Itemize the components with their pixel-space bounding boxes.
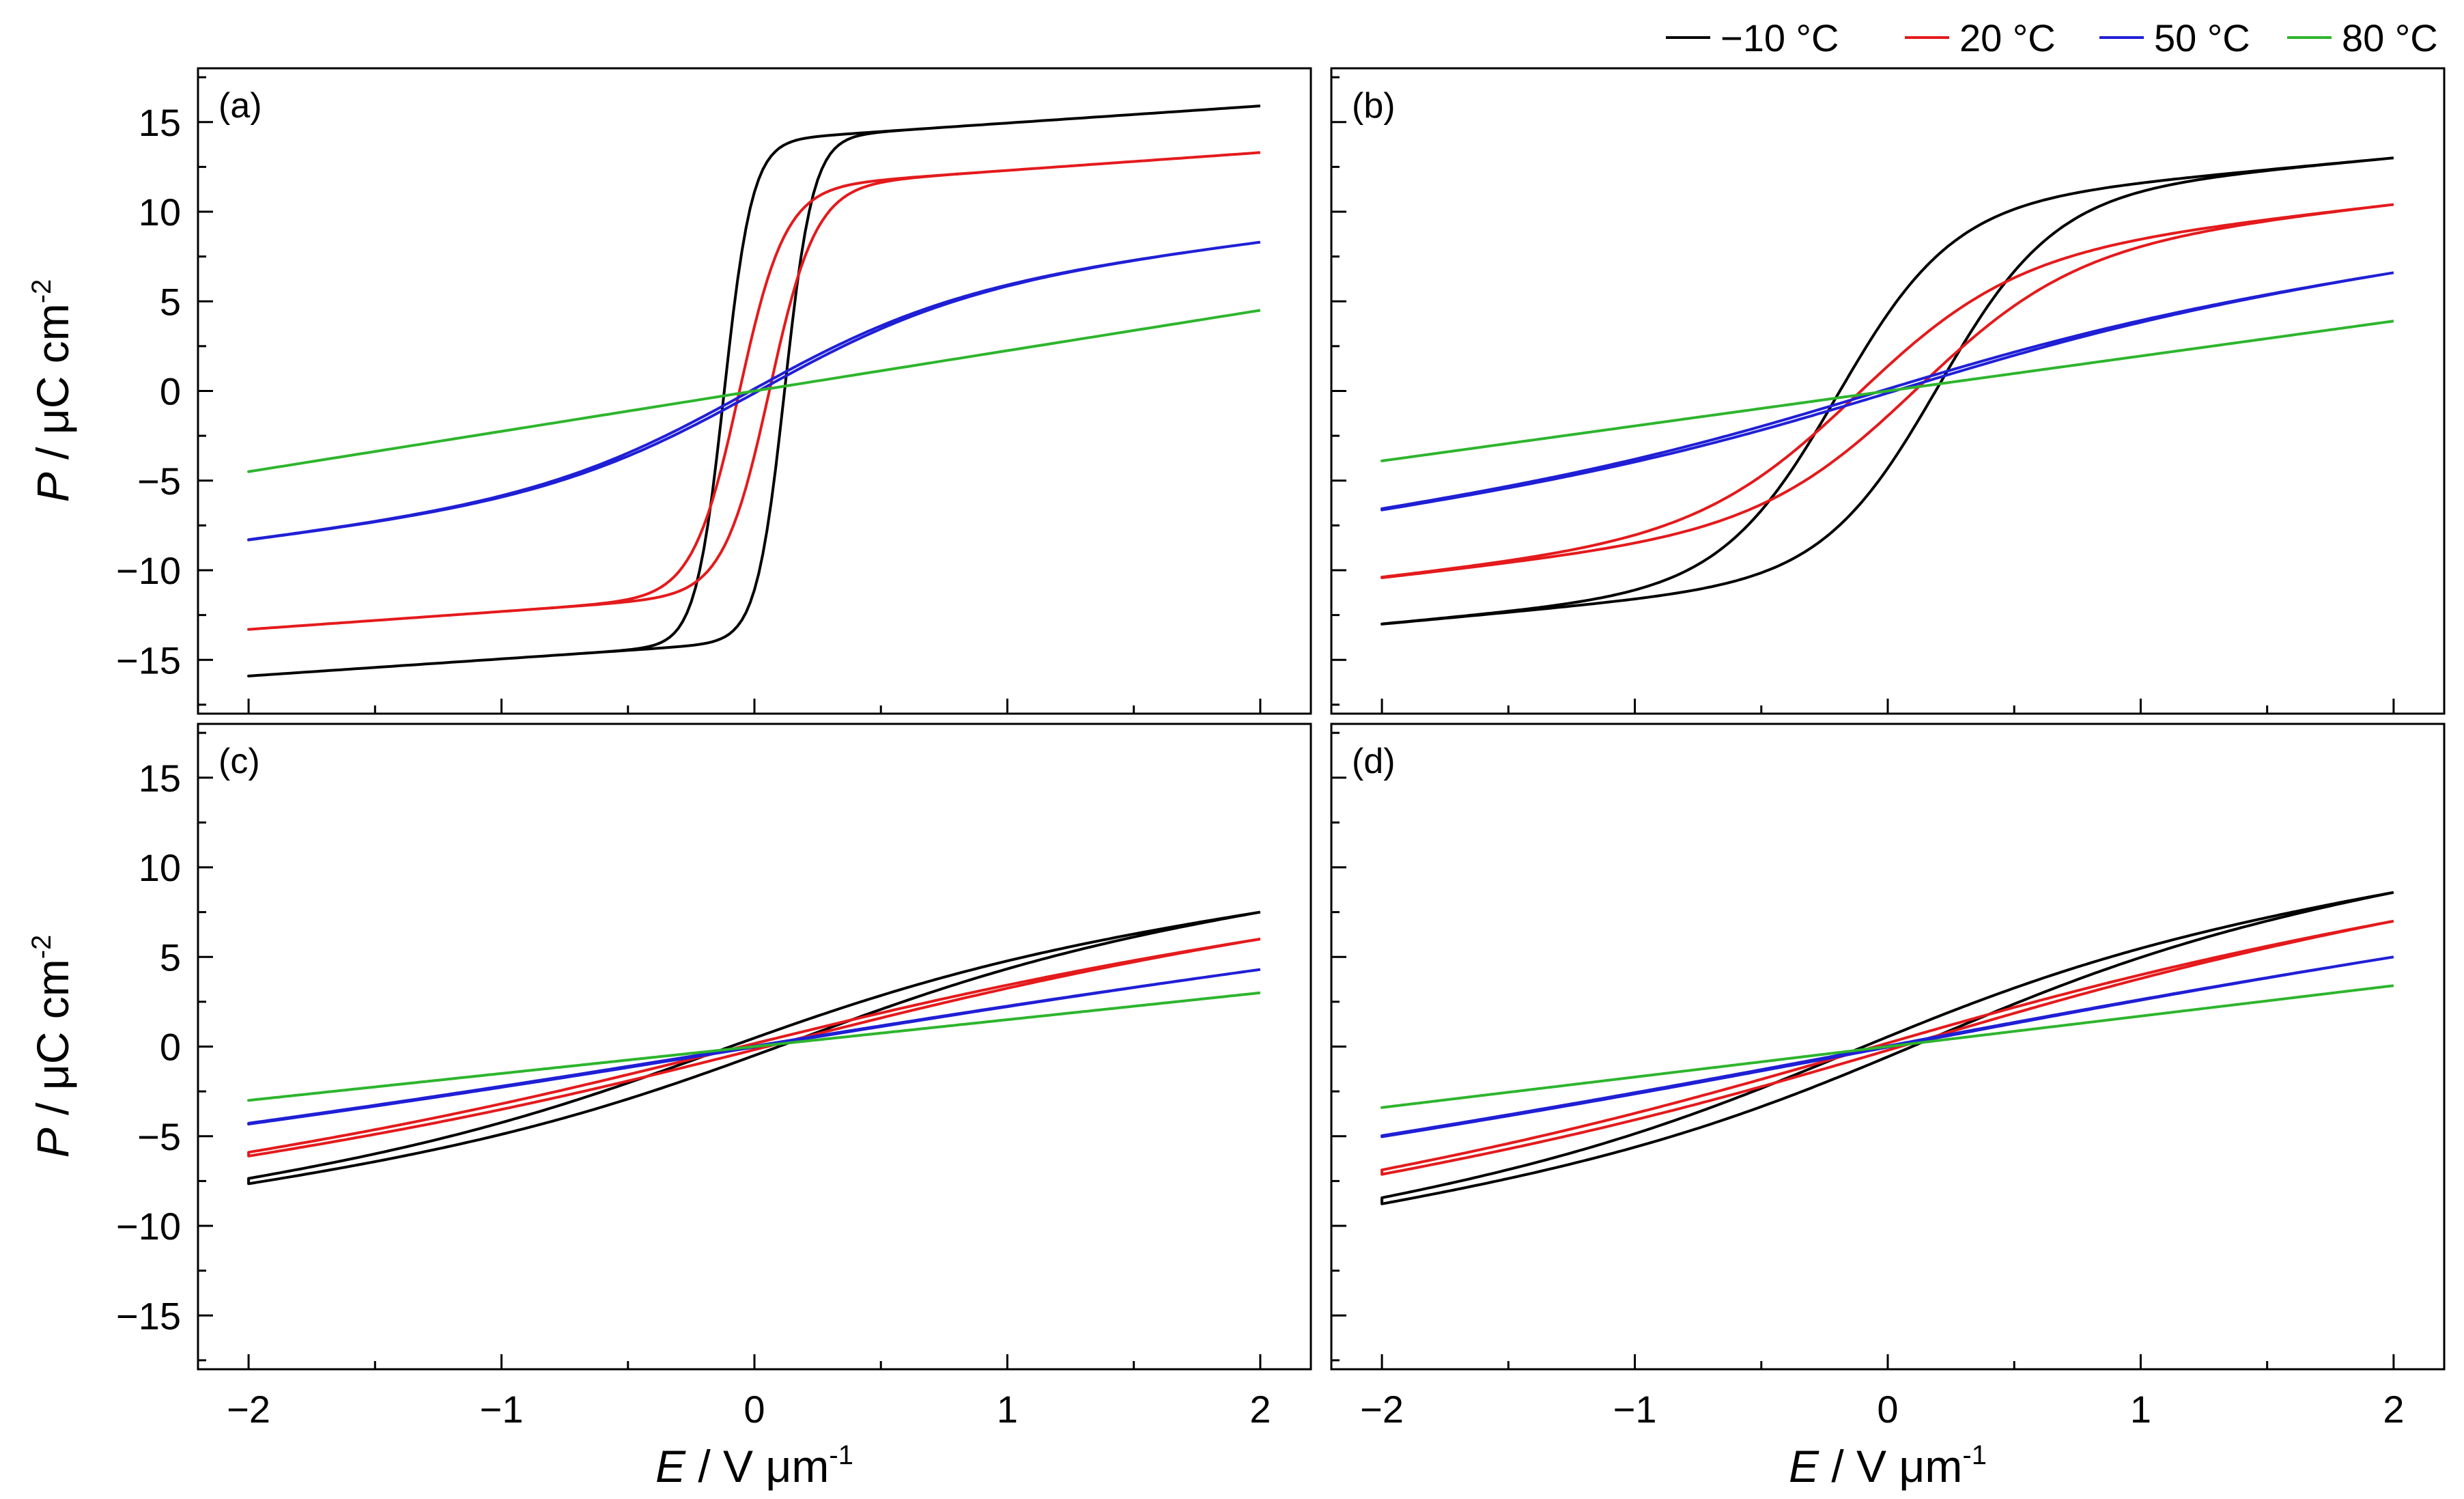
loop-10C (247, 104, 1261, 677)
loop-20C (1380, 203, 2394, 579)
x-axis-title-left: E / V μm-1 (655, 1440, 853, 1491)
panel-d: −2 −1 0 1 2 (d) (1330, 723, 2446, 1431)
panel-label: (d) (1352, 742, 1396, 781)
panel-a: −15 −10 −5 0 5 10 15 (a) (116, 67, 1312, 715)
y-tick-label: −5 (137, 460, 181, 503)
x-tick-label: −1 (1613, 1388, 1657, 1431)
loop-50C (247, 968, 1261, 1125)
x-tick-label: 0 (1877, 1388, 1898, 1431)
y-tick-label: 5 (160, 280, 181, 323)
loop-50C (1380, 271, 2394, 512)
y-tick-label: 15 (139, 757, 181, 800)
y-axis-title-top: P / μC cm-2 (27, 279, 78, 503)
y-tick-label: 10 (139, 846, 181, 889)
loop-80C (247, 991, 1261, 1102)
x-tick-label: −2 (1360, 1388, 1404, 1431)
x-tick-label: 2 (2383, 1388, 2404, 1431)
loop-80C (1380, 320, 2394, 462)
x-tick-label: −2 (227, 1388, 270, 1431)
legend: −10 °C 20 °C 50 °C 80 °C (1666, 16, 2438, 59)
panel-label: (c) (218, 742, 260, 781)
loop-20C (247, 938, 1261, 1158)
x-tick-label: −1 (480, 1388, 524, 1431)
axis-titles: E / V μm-1 E / V μm-1 P / μC cm-2 P / μC cm… (27, 279, 1987, 1491)
y-axis-title-bottom: P / μC cm-2 (27, 935, 78, 1158)
loop-50C (247, 240, 1261, 542)
y-tick-label: −10 (116, 549, 181, 592)
loop-10C (1380, 156, 2394, 626)
panel-label: (a) (218, 86, 262, 126)
loop-80C (1380, 984, 2394, 1109)
loop-80C (247, 309, 1261, 473)
y-tick-label: 10 (139, 191, 181, 234)
y-tick-label: 0 (160, 370, 181, 413)
x-tick-label: 0 (744, 1388, 765, 1431)
y-tick-label: −10 (116, 1205, 181, 1248)
y-tick-label: 5 (160, 936, 181, 979)
x-axis-title-right: E / V μm-1 (1789, 1440, 1987, 1491)
y-tick-label: −15 (116, 639, 181, 682)
x-tick-label: 1 (997, 1388, 1018, 1431)
panel-label: (b) (1352, 86, 1396, 126)
legend-label: 50 °C (2154, 16, 2250, 59)
legend-label: 20 °C (1959, 16, 2056, 59)
y-tick-label: 0 (160, 1026, 181, 1069)
loop-10C (1380, 891, 2394, 1205)
y-tick-label: −15 (116, 1294, 181, 1337)
y-tick-label: 15 (139, 101, 181, 144)
loop-50C (1380, 955, 2394, 1138)
loop-10C (247, 910, 1261, 1186)
loop-20C (247, 151, 1261, 631)
loop-20C (1380, 919, 2394, 1176)
panel-b: (b) (1330, 67, 2446, 715)
x-tick-label: 1 (2130, 1388, 2151, 1431)
legend-label: −10 °C (1720, 16, 1839, 59)
legend-label: 80 °C (2342, 16, 2438, 59)
x-tick-label: 2 (1249, 1388, 1271, 1431)
y-tick-label: −5 (137, 1115, 181, 1158)
